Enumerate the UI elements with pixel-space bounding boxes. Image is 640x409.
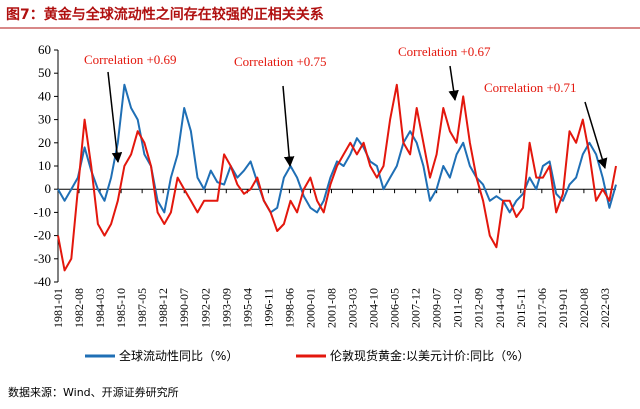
- x-tick-label: 2009-07: [430, 288, 444, 328]
- annotation: Correlation +0.67: [398, 44, 491, 59]
- y-tick-label: 0: [45, 181, 52, 196]
- x-tick-label: 1992-02: [198, 288, 212, 328]
- x-tick-label: 2007-12: [409, 288, 423, 328]
- y-tick-label: -20: [34, 228, 51, 243]
- y-tick-label: 30: [38, 112, 51, 127]
- y-tick-label: -30: [34, 251, 51, 266]
- annotation-arrow: [282, 85, 295, 168]
- x-tick-label: 2004-10: [367, 288, 381, 328]
- source-note: 数据来源：Wind、开源证券研究所: [8, 385, 179, 399]
- x-tick-label: 2019-01: [556, 288, 570, 328]
- x-tick-label: 2000-01: [303, 288, 317, 328]
- y-tick-label: -10: [34, 204, 51, 219]
- x-tick-label: 1985-10: [114, 288, 128, 328]
- x-tick-label: 1998-06: [282, 288, 296, 328]
- annotation: Correlation +0.75: [234, 54, 327, 69]
- x-tick-label: 2006-05: [388, 288, 402, 328]
- legend-label: 伦敦现货黄金:以美元计价:同比（%）: [330, 348, 530, 363]
- y-tick-label: 10: [38, 158, 51, 173]
- legend-label: 全球流动性同比（%）: [119, 348, 238, 363]
- x-tick-label: 1993-09: [219, 288, 233, 328]
- x-tick-label: 1995-04: [240, 288, 254, 328]
- x-tick-label: 2003-03: [346, 288, 360, 328]
- annotation: Correlation +0.69: [84, 52, 177, 67]
- y-tick-label: 20: [38, 135, 51, 150]
- series-line: [57, 83, 617, 272]
- x-tick-label: 2011-02: [451, 288, 465, 328]
- x-tick-label: 1987-05: [135, 288, 149, 328]
- y-tick-label: 40: [38, 88, 51, 103]
- x-tick-label: 1990-07: [177, 288, 191, 328]
- annotation: Correlation +0.71: [484, 80, 577, 95]
- y-tick-label: -40: [34, 274, 51, 289]
- annotation-arrow: [107, 71, 123, 164]
- series-line: [57, 83, 617, 214]
- x-tick-label: 1981-01: [51, 288, 65, 328]
- x-tick-label: 2014-04: [493, 288, 507, 328]
- annotation-arrow: [448, 65, 459, 102]
- x-tick-label: 2012-09: [472, 288, 486, 328]
- x-tick-label: 2001-08: [324, 288, 338, 328]
- x-tick-label: 2017-06: [535, 288, 549, 328]
- y-tick-label: 60: [38, 42, 51, 57]
- y-tick-label: 50: [38, 65, 51, 80]
- annotation-arrow: [584, 101, 608, 170]
- chart-title: 图7：黄金与全球流动性之间存在较强的正相关关系: [6, 6, 324, 23]
- x-tick-label: 1982-08: [72, 288, 86, 328]
- x-tick-label: 1996-11: [261, 288, 275, 328]
- x-tick-label: 1988-12: [156, 288, 170, 328]
- x-tick-label: 2015-11: [514, 288, 528, 328]
- x-tick-label: 2022-03: [598, 288, 612, 328]
- x-tick-label: 2020-08: [577, 288, 591, 328]
- x-tick-label: 1984-03: [93, 288, 107, 328]
